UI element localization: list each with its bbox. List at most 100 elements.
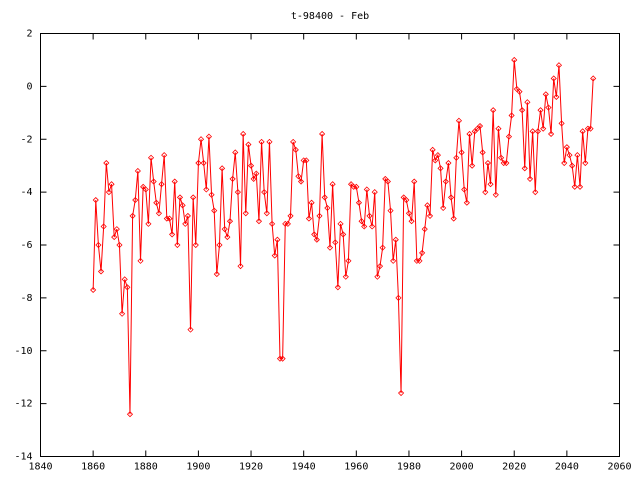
chart-title: t-98400 - Feb [291,11,369,22]
data-point [529,128,536,135]
data-point [519,107,526,114]
data-point [342,273,349,280]
data-point [376,263,384,270]
data-point [421,226,428,233]
data-point [179,202,186,209]
data-point [508,112,515,119]
data-point [424,202,431,209]
data-point [403,196,410,204]
data-point [397,389,405,397]
data-point [355,199,363,206]
data-point [576,183,584,190]
data-point [450,215,457,222]
data-point [266,138,273,145]
data-point [297,178,305,185]
data-point [434,152,441,159]
data-point [195,159,202,167]
data-point [540,125,547,132]
data-point [463,199,470,206]
data-point [97,268,105,275]
y-tick-label: -2 [20,134,32,145]
data-point [108,181,115,188]
data-point [340,231,347,238]
data-point [240,130,247,138]
data-point [326,244,334,251]
data-point [111,234,118,241]
data-point [271,252,278,259]
data-point [361,223,368,230]
data-point [232,149,239,156]
data-point [284,220,291,227]
x-tick-label: 1960 [344,462,368,473]
data-point [219,165,226,172]
data-point [445,159,452,167]
data-point [311,231,318,238]
data-point [290,138,297,145]
data-point [550,75,557,82]
data-point [442,178,449,185]
y-tick-label: -10 [14,346,32,357]
data-point [440,204,447,212]
data-point [569,162,576,169]
x-tick-label: 2040 [555,462,579,473]
data-point [332,239,339,246]
data-point [345,257,352,264]
data-point [405,210,413,217]
y-tick-label: 2 [26,29,32,40]
data-point [255,218,263,225]
data-point [587,125,594,132]
data-point [105,189,112,196]
data-point [484,159,491,167]
x-tick-label: 1860 [81,462,105,473]
data-point [279,355,286,362]
data-point [374,273,381,280]
data-point [324,204,331,212]
data-point [413,257,420,264]
data-point [466,130,473,138]
data-point [245,141,252,148]
data-point [561,159,568,167]
data-point [337,220,344,227]
data-point [303,157,310,164]
data-point [124,284,131,291]
data-point [476,122,484,130]
data-point [282,220,289,227]
data-point [545,104,552,111]
data-point [258,138,265,145]
y-tick-label: 0 [26,81,32,92]
data-point [363,186,370,193]
data-point [203,186,210,193]
data-point [308,199,315,206]
data-point [371,189,378,196]
data-point [532,189,539,196]
data-point [353,183,360,190]
data-point [426,212,434,219]
data-point [384,178,391,185]
data-point [447,194,455,201]
data-point [184,212,191,219]
data-point [166,215,173,222]
data-point [313,236,320,243]
data-point [429,146,436,153]
data-point [208,191,215,198]
data-point [147,154,155,161]
data-point [516,88,523,95]
data-point [579,128,586,135]
x-tick-label: 2060 [607,462,631,473]
data-point [119,310,126,317]
data-point [126,411,134,418]
data-point [329,181,336,188]
data-point [458,149,465,156]
data-point [505,133,513,140]
data-point [584,125,591,132]
data-point [113,226,120,233]
data-point [524,99,531,106]
data-point [571,183,578,190]
data-point [437,165,444,172]
data-point [192,241,199,249]
data-point [237,263,244,270]
data-point [171,178,178,185]
data-point [390,257,397,264]
data-point [261,189,268,196]
data-point [321,194,328,201]
